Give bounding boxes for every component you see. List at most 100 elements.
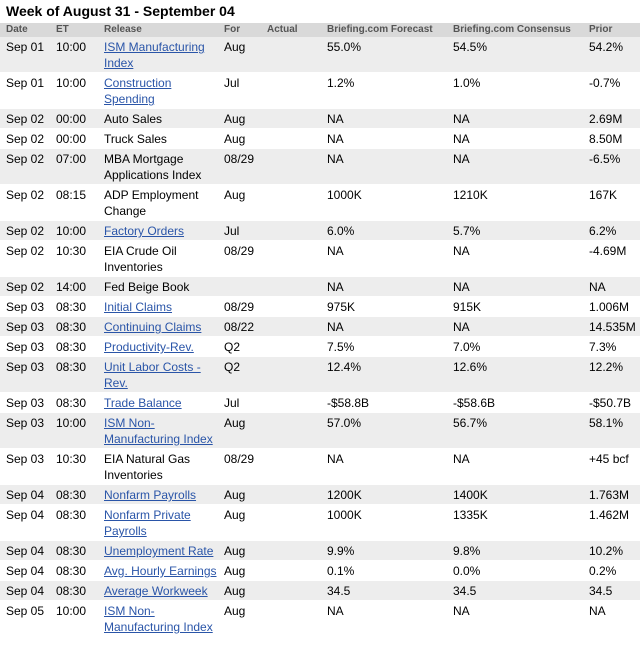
cell-date: Sep 03 — [0, 412, 50, 449]
cell-date: Sep 03 — [0, 356, 50, 393]
cell-date: Sep 02 — [0, 220, 50, 241]
release-link[interactable]: Avg. Hourly Earnings — [104, 564, 217, 578]
cell-release: EIA Natural Gas Inventories — [104, 452, 191, 482]
table-row: Sep 04 08:30 Nonfarm Payrolls Aug 1200K 1400K… — [0, 484, 640, 505]
cell-period: Aug — [224, 188, 246, 202]
cell-time: 10:00 — [50, 220, 98, 241]
cell-forecast: 57.0% — [321, 412, 447, 449]
release-link[interactable]: Initial Claims — [104, 300, 173, 314]
cell-forecast: -$58.8B — [327, 396, 370, 410]
table-row: Sep 04 08:30 Average Workweek Aug 34.5 34.5 34… — [0, 580, 640, 601]
cell-time: 08:30 — [56, 300, 87, 314]
cell-prior: 34.5 — [583, 580, 640, 601]
table-row: Sep 01 10:00 Construction Spending Jul 1.2% 1… — [0, 73, 640, 109]
cell-period: 08/29 — [224, 244, 255, 258]
cell-consensus: NA — [453, 604, 470, 618]
table-row: Sep 02 10:00 Factory Orders Jul 6.0% 5.7% 6.2% — [0, 220, 640, 241]
table-row: Sep 03 08:30 Trade Balance Jul -$58.8B -$58.6… — [0, 393, 640, 413]
release-link[interactable]: Unemployment Rate — [104, 544, 214, 558]
cell-period: Aug — [218, 540, 261, 561]
cell-time: 08:30 — [50, 580, 98, 601]
table-row: Sep 04 08:30 Avg. Hourly Earnings Aug 0.1% 0.… — [0, 561, 640, 581]
cell-date: Sep 02 — [6, 132, 45, 146]
table-row: Sep 02 10:30 EIA Crude Oil Inventories 08/2… — [0, 241, 640, 277]
cell-forecast: 975K — [327, 300, 356, 314]
cell-period — [218, 276, 261, 297]
header-et: ET — [50, 23, 98, 37]
cell-consensus: -$58.6B — [453, 396, 496, 410]
cell-release: ISM Non-Manufacturing Index — [98, 601, 218, 637]
cell-time: 10:30 — [56, 452, 87, 466]
cell-consensus: 12.6% — [447, 356, 583, 393]
cell-consensus: NA — [453, 132, 470, 146]
cell-consensus: 0.0% — [453, 564, 481, 578]
release-link[interactable]: Construction Spending — [104, 76, 172, 106]
cell-period: Aug — [218, 484, 261, 505]
cell-forecast: NA — [327, 452, 344, 466]
cell-prior: +45 bcf — [589, 452, 629, 466]
cell-time: 00:00 — [50, 108, 98, 129]
header-date: Date — [0, 23, 50, 37]
table-row: Sep 02 08:15 ADP Employment Change Aug 1000K… — [0, 185, 640, 221]
release-link[interactable]: Trade Balance — [104, 396, 182, 410]
release-link[interactable]: ISM Manufacturing Index — [104, 40, 205, 70]
cell-prior: 0.2% — [589, 564, 617, 578]
cell-consensus: 1335K — [453, 508, 488, 522]
cell-consensus: 1.0% — [453, 76, 481, 90]
cell-period: Jul — [218, 220, 261, 241]
release-link[interactable]: ISM Non-Manufacturing Index — [104, 416, 213, 446]
release-link[interactable]: Factory Orders — [104, 224, 185, 238]
cell-period: Aug — [224, 132, 246, 146]
cell-consensus: NA — [453, 452, 470, 466]
cell-actual — [261, 276, 321, 297]
table-row: Sep 03 08:30 Productivity-Rev. Q2 7.5% 7.0% 7.… — [0, 337, 640, 357]
cell-forecast: 34.5 — [321, 580, 447, 601]
cell-actual — [261, 316, 321, 337]
cell-consensus: NA — [453, 244, 470, 258]
release-link[interactable]: ISM Non-Manufacturing Index — [104, 604, 213, 634]
cell-forecast: 55.0% — [321, 37, 447, 73]
cell-actual — [261, 73, 321, 109]
cell-prior: NA — [583, 276, 640, 297]
cell-date: Sep 04 — [0, 540, 50, 561]
release-link[interactable]: Productivity-Rev. — [104, 340, 194, 354]
release-link[interactable]: Nonfarm Payrolls — [104, 488, 197, 502]
cell-date: Sep 02 — [0, 276, 50, 297]
cell-time: 08:30 — [56, 340, 87, 354]
header-prior: Prior — [583, 23, 640, 37]
cell-forecast: 7.5% — [327, 340, 355, 354]
cell-period: Aug — [218, 412, 261, 449]
cell-time: 10:00 — [50, 37, 98, 73]
table-row: Sep 04 08:30 Nonfarm Private Payrolls Aug 10… — [0, 505, 640, 541]
cell-date: Sep 03 — [6, 300, 45, 314]
cell-release: Average Workweek — [98, 580, 218, 601]
cell-actual — [261, 148, 321, 185]
cell-consensus: 54.5% — [447, 37, 583, 73]
cell-prior: 12.2% — [583, 356, 640, 393]
cell-prior: 1.462M — [589, 508, 630, 522]
cell-time: 10:00 — [56, 76, 87, 90]
cell-date: Sep 03 — [6, 452, 45, 466]
cell-period: 08/22 — [218, 316, 261, 337]
cell-prior: 54.2% — [583, 37, 640, 73]
release-link[interactable]: Unit Labor Costs - Rev. — [104, 360, 201, 390]
cell-period: Jul — [224, 76, 240, 90]
cell-release: Factory Orders — [98, 220, 218, 241]
cell-actual — [261, 505, 321, 541]
cell-time: 08:30 — [56, 396, 87, 410]
cell-date: Sep 01 — [0, 37, 50, 73]
cell-date: Sep 02 — [6, 188, 45, 202]
release-link[interactable]: Nonfarm Private Payrolls — [104, 508, 191, 538]
release-link[interactable]: Average Workweek — [104, 584, 208, 598]
cell-period: Aug — [224, 604, 246, 618]
cell-period: Aug — [224, 508, 246, 522]
release-link[interactable]: Continuing Claims — [104, 320, 202, 334]
cell-date: Sep 03 — [6, 340, 45, 354]
cell-prior: 167K — [589, 188, 618, 202]
cell-consensus: 1400K — [447, 484, 583, 505]
cell-time: 08:30 — [50, 540, 98, 561]
cell-date: Sep 04 — [6, 508, 45, 522]
cell-actual — [261, 37, 321, 73]
cell-release: Nonfarm Payrolls — [98, 484, 218, 505]
cell-date: Sep 03 — [0, 316, 50, 337]
